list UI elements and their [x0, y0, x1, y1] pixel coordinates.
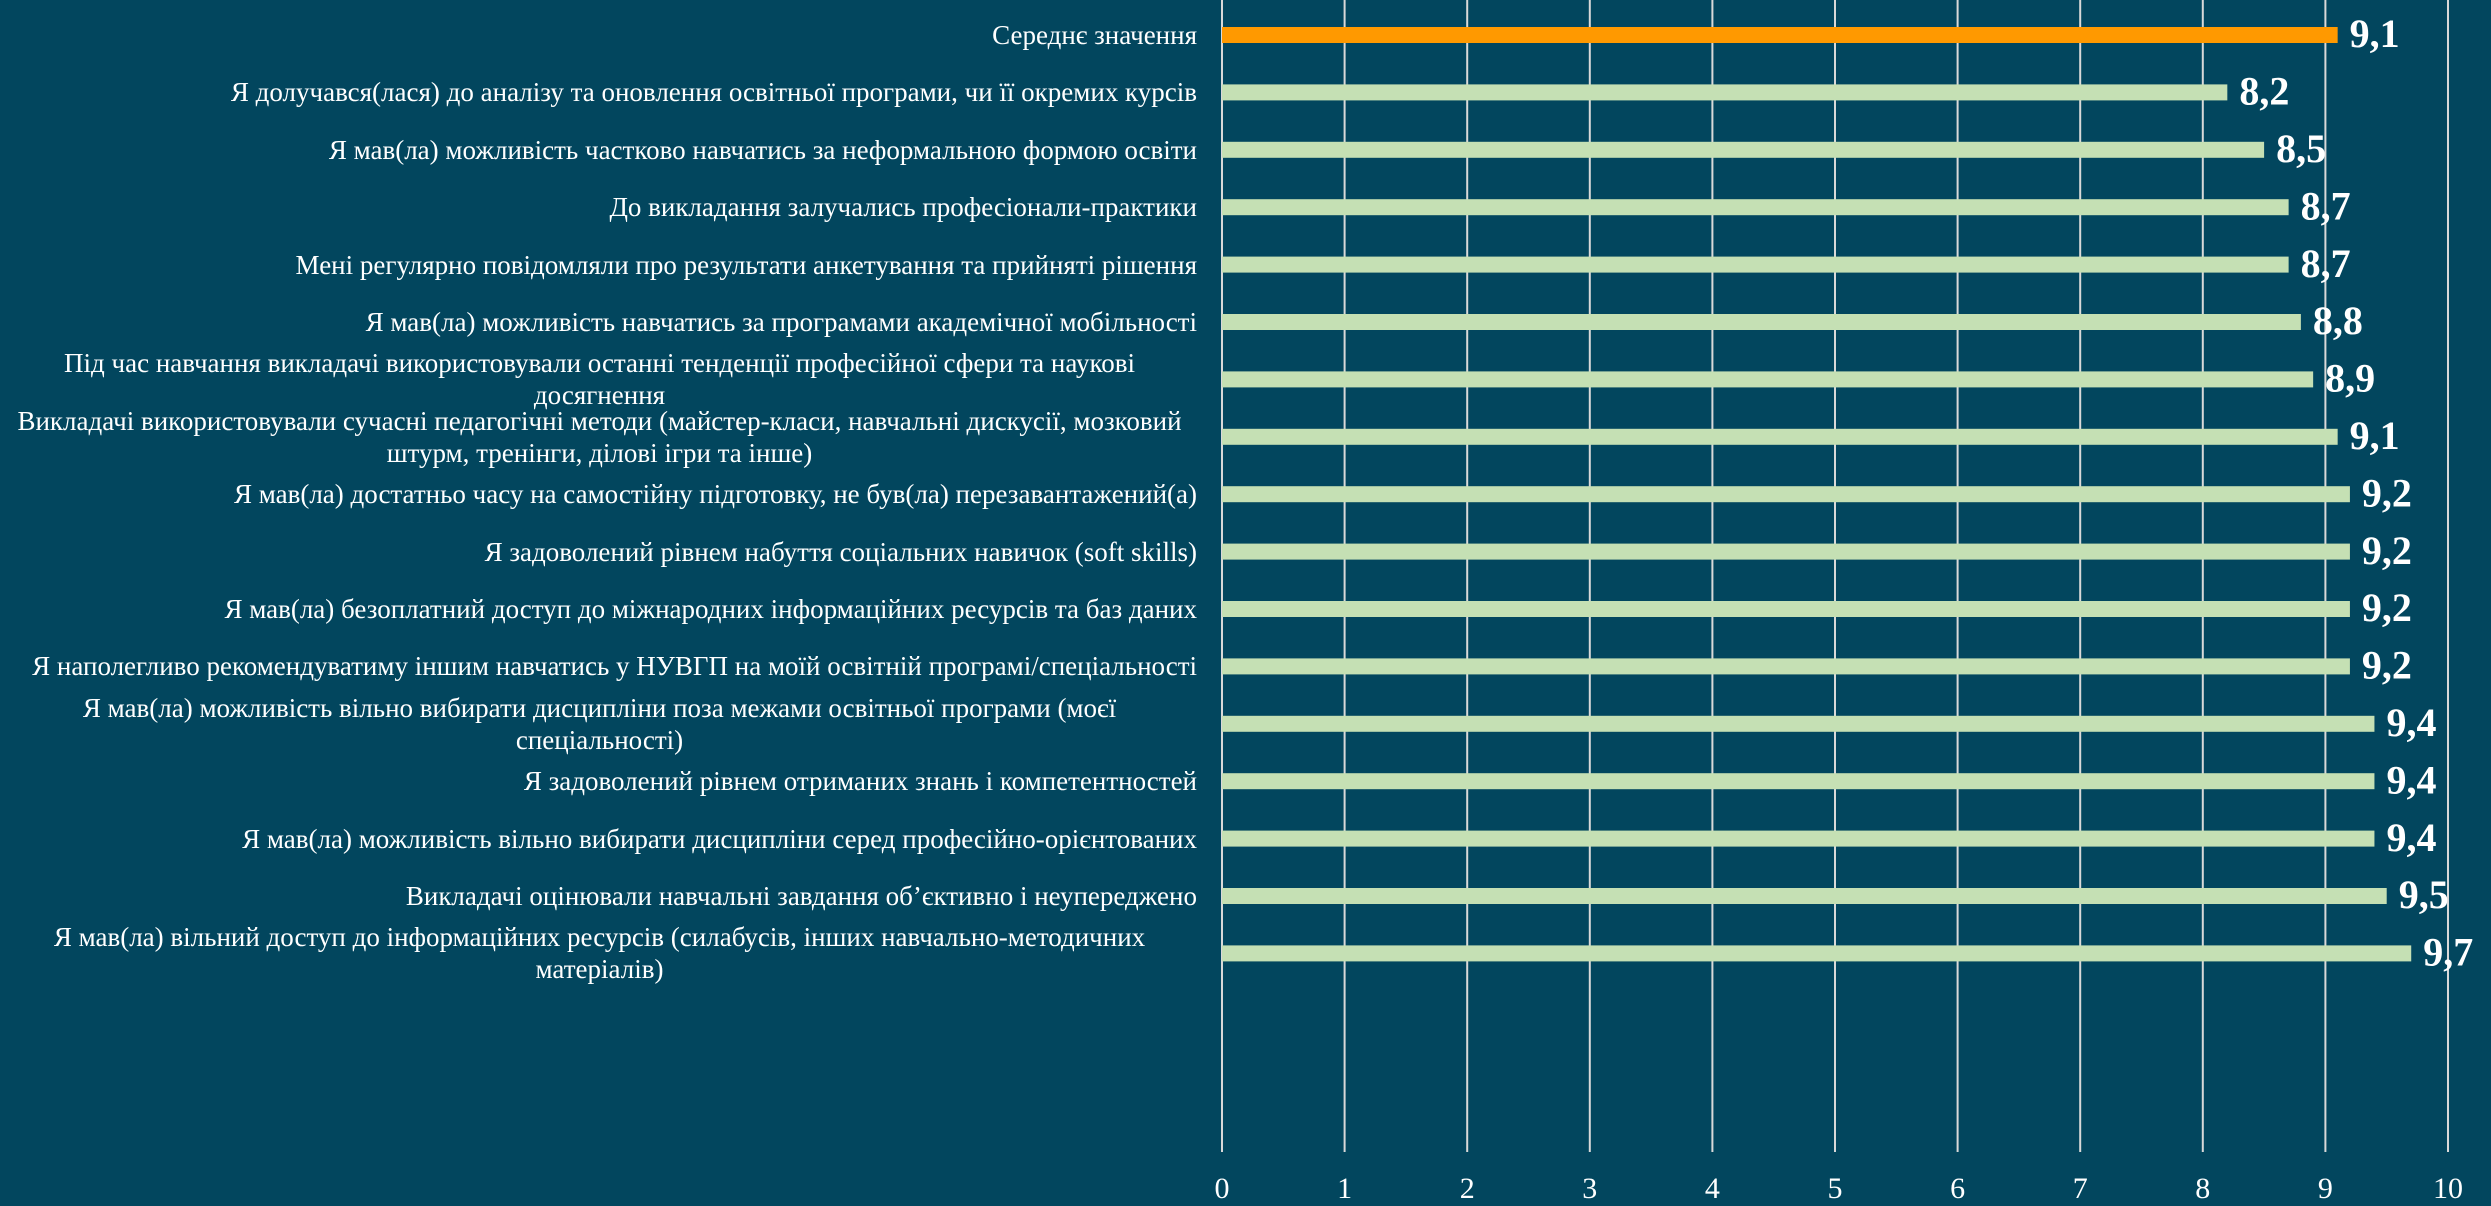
category-label: Я мав(ла) можливість частково навчатись … — [328, 134, 1197, 165]
category-label-box: Я мав(ла) можливість вільно вибирати дис… — [2, 692, 1197, 756]
category-label: Я долучався(лася) до аналізу та оновленн… — [230, 77, 1197, 108]
category-label: Я мав(ла) можливість навчатись за програ… — [365, 307, 1197, 337]
bar — [1222, 658, 2350, 675]
x-tick-label: 0 — [1215, 1172, 1230, 1205]
value-label: 8,5 — [2276, 126, 2326, 171]
category-label: Я мав(ла) вільний доступ до інформаційни… — [53, 922, 1146, 985]
category-label: Я мав(ла) можливість вільно вибирати дис… — [242, 823, 1197, 854]
x-tick-label: 4 — [1705, 1172, 1720, 1205]
category-label-box: Я задоволений рівнем отриманих знань і к… — [2, 765, 1197, 797]
value-label: 9,2 — [2362, 470, 2412, 515]
value-label: 8,8 — [2313, 298, 2363, 343]
bar — [1222, 141, 2265, 158]
category-label: Мені регулярно повідомляли про результат… — [295, 249, 1197, 280]
category-label: Викладачі використовували сучасні педаго… — [17, 405, 1182, 468]
bar — [1222, 27, 2338, 43]
category-label-box: Викладачі оцінювали навчальні завдання о… — [2, 880, 1197, 912]
category-label-box: Мені регулярно повідомляли про результат… — [2, 249, 1197, 281]
value-label: 9,1 — [2350, 11, 2400, 56]
bar — [1222, 371, 2314, 388]
x-tick-label: 2 — [1460, 1172, 1475, 1205]
bar — [1222, 199, 2289, 216]
x-tick-label: 9 — [2318, 1172, 2333, 1205]
bar — [1222, 486, 2350, 503]
value-label: 8,2 — [2239, 69, 2289, 114]
bar — [1222, 888, 2387, 904]
bar — [1222, 314, 2301, 330]
category-label-box: Під час навчання викладачі використовува… — [2, 347, 1197, 411]
value-label: 9,5 — [2399, 872, 2449, 917]
category-label: Під час навчання викладачі використовува… — [64, 348, 1135, 411]
value-label: 9,4 — [2386, 700, 2436, 745]
category-label-box: Я мав(ла) можливість навчатись за програ… — [2, 306, 1197, 338]
category-label-box: Я мав(ла) можливість частково навчатись … — [2, 134, 1197, 166]
bar — [1222, 830, 2375, 847]
category-label: Я задоволений рівнем набуття соціальних … — [484, 536, 1197, 567]
category-label: До викладання залучались професіонали-пр… — [609, 192, 1197, 223]
category-label-box: До викладання залучались професіонали-пр… — [2, 191, 1197, 223]
category-label-box: Я задоволений рівнем набуття соціальних … — [2, 536, 1197, 568]
value-label: 9,4 — [2386, 815, 2436, 860]
category-label-box: Викладачі використовували сучасні педаго… — [2, 405, 1197, 469]
x-tick-label: 7 — [2073, 1172, 2088, 1205]
category-label-box: Я мав(ла) безоплатний доступ до міжнарод… — [2, 593, 1197, 625]
category-label: Я мав(ла) безоплатний доступ до міжнарод… — [224, 594, 1197, 624]
value-label: 9,7 — [2423, 930, 2473, 975]
value-label: 9,2 — [2362, 643, 2412, 688]
bar — [1222, 428, 2338, 445]
bar — [1222, 256, 2289, 273]
bar — [1222, 715, 2375, 732]
value-label: 8,7 — [2301, 183, 2351, 228]
bar — [1222, 543, 2350, 560]
category-label-box: Я мав(ла) можливість вільно вибирати дис… — [2, 823, 1197, 855]
category-label-box: Я наполегливо рекомендуватиму іншим навч… — [2, 650, 1197, 682]
x-tick-label: 5 — [1828, 1172, 1843, 1205]
bar — [1222, 945, 2412, 962]
category-label: Середнє значення — [992, 20, 1197, 50]
value-label: 9,2 — [2362, 585, 2412, 630]
category-label: Я мав(ла) достатньо часу на самостійну п… — [233, 479, 1197, 510]
value-label: 9,4 — [2386, 757, 2436, 802]
x-tick-label: 3 — [1582, 1172, 1597, 1205]
category-label: Викладачі оцінювали навчальні завдання о… — [405, 881, 1197, 911]
bar — [1222, 601, 2350, 617]
value-label: 8,9 — [2325, 356, 2375, 401]
value-label: 9,1 — [2350, 413, 2400, 458]
category-label: Я задоволений рівнем отриманих знань і к… — [523, 766, 1197, 797]
value-label: 8,7 — [2301, 241, 2351, 286]
category-label-box: Я долучався(лася) до аналізу та оновленн… — [2, 76, 1197, 108]
x-tick-label: 10 — [2433, 1172, 2463, 1205]
x-tick-label: 1 — [1337, 1172, 1352, 1205]
category-label-box: Я мав(ла) вільний доступ до інформаційни… — [2, 921, 1197, 985]
category-label-box: Середнє значення — [2, 19, 1197, 51]
category-label-box: Я мав(ла) достатньо часу на самостійну п… — [2, 478, 1197, 510]
bar — [1222, 84, 2228, 101]
x-tick-label: 6 — [1950, 1172, 1965, 1205]
category-label: Я мав(ла) можливість вільно вибирати дис… — [82, 692, 1117, 755]
category-label: Я наполегливо рекомендуватиму іншим навч… — [32, 651, 1197, 682]
bar — [1222, 773, 2375, 790]
value-label: 9,2 — [2362, 528, 2412, 573]
x-tick-label: 8 — [2195, 1172, 2210, 1205]
